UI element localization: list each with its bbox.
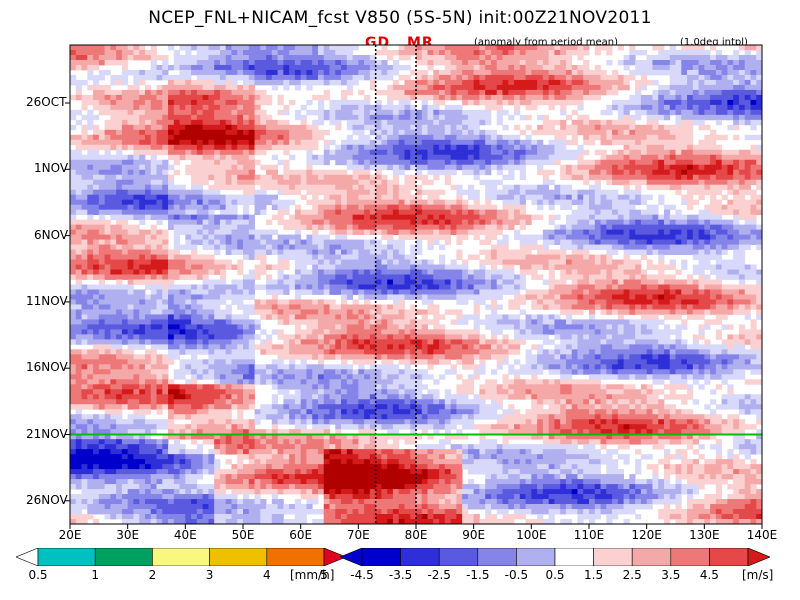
chart-title: NCEP_FNL+NICAM_fcst V850 (5S-5N) init:00… [148, 8, 652, 28]
precip-colorbar-swatch [37, 548, 96, 566]
precip-colorbar-label: 0.5 [28, 568, 48, 582]
wind-colorbar-label: 0.5 [545, 568, 565, 582]
x-tick-label: 50E [231, 528, 255, 542]
wind-colorbar-label: 1.5 [584, 568, 604, 582]
wind-colorbar-swatch [670, 548, 710, 566]
wind-unit: [m/s] [742, 568, 774, 582]
wind-colorbar-swatch [631, 548, 672, 566]
x-tick-label: 100E [516, 528, 547, 542]
wind-colorbar [340, 548, 770, 566]
x-tick-label: 110E [573, 528, 605, 542]
precip-colorbar-swatch [16, 548, 39, 566]
x-tick-label: 120E [631, 528, 662, 542]
precip-colorbar-label: 4 [262, 568, 271, 582]
x-tick-label: 90E [462, 528, 486, 542]
subtitle-interp: (1.0deg intpl) [680, 37, 748, 48]
wind-colorbar-label: -0.5 [504, 568, 529, 582]
precip-colorbar-swatch [209, 548, 268, 566]
wind-colorbar-label: -1.5 [466, 568, 490, 582]
y-tick-label: 26OCT [26, 95, 67, 109]
precip-colorbar-label: 2 [148, 568, 157, 582]
precip-colorbar [16, 548, 346, 566]
y-tick-label: 6NOV [34, 227, 69, 242]
precip-colorbar-swatch [266, 548, 325, 566]
subtitle-anomaly: (anomaly from period mean) [474, 37, 618, 48]
y-tick-label: 16NOV [26, 360, 68, 375]
anomaly-field [70, 45, 763, 525]
wind-colorbar-swatch [593, 548, 633, 566]
wind-colorbar-swatch [340, 548, 363, 566]
wind-colorbar-swatch [438, 548, 479, 566]
x-tick-label: 20E [58, 528, 82, 542]
y-tick-label: 26NOV [26, 492, 68, 507]
x-tick-label: 70E [346, 528, 370, 542]
wind-colorbar-swatch [516, 548, 556, 566]
x-tick-label: 30E [116, 528, 140, 542]
wind-colorbar-label: -2.5 [427, 568, 451, 582]
x-tick-label: 40E [173, 528, 197, 542]
wind-colorbar-label: 4.5 [699, 568, 719, 582]
precip-colorbar-label: 5 [320, 568, 328, 582]
precip-colorbar-swatch [152, 548, 210, 566]
wind-colorbar-swatch [554, 548, 594, 566]
x-tick-label: 140E [746, 528, 778, 542]
y-tick-label: 1NOV [34, 161, 69, 176]
wind-colorbar-swatch [747, 548, 770, 566]
precip-colorbar-label: 3 [205, 568, 214, 582]
wind-colorbar-swatch [361, 548, 401, 566]
wind-colorbar-label: 3.5 [661, 568, 681, 582]
x-tick-label: 130E [689, 528, 720, 542]
wind-colorbar-swatch [400, 548, 440, 566]
wind-colorbar-label: 2.5 [622, 568, 642, 582]
precip-colorbar-swatch [323, 548, 346, 566]
y-tick-label: 21NOV [26, 426, 68, 441]
precip-colorbar-label: 1 [91, 568, 100, 582]
wind-colorbar-swatch [709, 548, 749, 566]
wind-colorbar-label: -4.5 [350, 568, 374, 582]
wind-colorbar-swatch [477, 548, 517, 566]
precip-unit: [mm/h] [290, 568, 335, 582]
x-tick-label: 60E [289, 528, 313, 542]
precip-colorbar-swatch [94, 548, 153, 566]
y-tick-label: 11NOV [26, 293, 68, 308]
x-tick-label: 80E [404, 528, 428, 542]
wind-colorbar-label: -3.5 [388, 568, 413, 582]
